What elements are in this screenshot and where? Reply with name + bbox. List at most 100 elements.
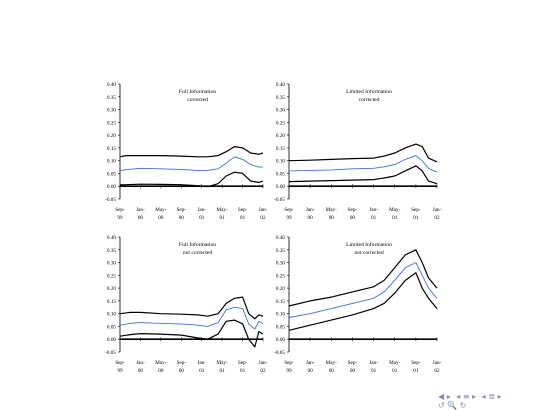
y-tick-label: 0.25	[276, 273, 285, 279]
x-tick-label: 99	[117, 215, 123, 221]
chart-title: not corrected	[183, 250, 213, 256]
x-tick-label: 99	[286, 215, 292, 221]
series-upper-line	[119, 146, 264, 158]
x-tick-label: 00	[308, 368, 314, 374]
x-tick-label: Jan-	[369, 207, 378, 213]
x-tick-label: Sep-	[177, 360, 187, 366]
x-tick-label: May-	[155, 207, 167, 213]
chart-panel-2: 0.40 0.35 0.30 0.25 0.20 0.15 0.10 0.05 0.00 -0.0…	[274, 82, 441, 221]
x-tick-label: May-	[389, 360, 401, 366]
y-tick-label: 0.00	[107, 337, 116, 343]
series-upper-line	[288, 249, 438, 307]
chart-panel-1: 0.40 0.35 0.30 0.25 0.20 0.15 0.10 0.05 0.00 -0.0…	[105, 82, 267, 221]
series-center-line	[288, 155, 438, 173]
y-tick-label: 0.15	[107, 299, 116, 305]
y-tick-label: 0.05	[276, 171, 285, 177]
x-tick-label: 00	[179, 215, 185, 221]
x-tick-label: Sep-	[238, 207, 248, 213]
x-tick-label: Jan-	[197, 207, 206, 213]
x-tick-label: Sep-	[284, 207, 294, 213]
x-tick-label: 02	[434, 215, 440, 221]
chart-panel-4: 0.40 0.35 0.30 0.25 0.20 0.15 0.10 0.05 0.00 -0.0…	[274, 235, 441, 374]
y-tick-label: 0.30	[276, 108, 285, 114]
frame-nav-icon[interactable]: ◀ ▸	[438, 392, 451, 401]
section-nav-icon[interactable]: ◂ ≡ ▸	[456, 392, 477, 401]
x-tick-label: Jan-	[197, 360, 206, 366]
x-tick-label: Jan-	[306, 207, 315, 213]
x-tick-label: Sep-	[115, 360, 125, 366]
series-lower-line	[288, 272, 438, 331]
y-tick-label: 0.10	[276, 312, 285, 318]
y-tick-label: -0.05	[105, 350, 116, 356]
subsection-nav-icon[interactable]: ◂ ≣ ▸	[481, 392, 502, 401]
x-tick-label: 02	[434, 368, 440, 374]
y-tick-label: 0.25	[107, 120, 116, 126]
x-tick-label: 99	[286, 368, 292, 374]
y-tick-label: 0.05	[107, 171, 116, 177]
beamer-navigation[interactable]: ◀ ▸ ◂ ≡ ▸ ◂ ≣ ▸ ↺ 🔍 ↻	[438, 392, 538, 410]
x-tick-label: Sep-	[284, 360, 294, 366]
y-tick-label: 0.00	[107, 184, 116, 190]
y-tick-label: -0.05	[274, 197, 285, 203]
x-tick-label: 00	[138, 215, 144, 221]
y-tick-label: 0.30	[276, 261, 285, 267]
x-tick-label: 99	[117, 368, 123, 374]
y-tick-label: 0.15	[276, 299, 285, 305]
y-tick-label: 0.10	[276, 159, 285, 165]
series-center-line	[288, 262, 438, 318]
y-tick-label: 0.00	[276, 184, 285, 190]
x-tick-label: 01	[392, 368, 398, 374]
x-tick-label: Sep-	[348, 360, 358, 366]
series-center-line	[119, 156, 263, 172]
x-tick-label: 01	[371, 368, 377, 374]
series-lower-line	[288, 165, 438, 185]
y-tick-label: 0.40	[276, 82, 285, 88]
y-tick-label: 0.35	[107, 95, 116, 101]
y-tick-label: 0.15	[107, 146, 116, 152]
x-tick-label: 00	[138, 368, 144, 374]
x-tick-label: 01	[371, 215, 377, 221]
y-tick-label: 0.40	[107, 235, 116, 241]
x-tick-label: 01	[240, 215, 246, 221]
chart-title: Limited Information	[346, 88, 392, 95]
y-tick-label: 0.05	[107, 324, 116, 330]
y-tick-label: 0.20	[276, 286, 285, 292]
x-tick-label: Jan-	[306, 360, 315, 366]
y-tick-label: 0.25	[107, 273, 116, 279]
x-tick-label: Jan-	[136, 207, 145, 213]
x-tick-label: 00	[350, 215, 356, 221]
x-tick-label: Sep-	[115, 207, 125, 213]
y-tick-label: 0.10	[107, 159, 116, 165]
y-tick-label: -0.05	[105, 197, 116, 203]
x-tick-label: 02	[260, 368, 266, 374]
y-tick-label: 0.20	[107, 286, 116, 292]
series-upper-line	[288, 143, 438, 163]
x-tick-label: 00	[158, 368, 164, 374]
x-tick-label: 00	[179, 368, 185, 374]
series-lower-line	[119, 171, 264, 188]
series-lower-line	[119, 319, 264, 348]
x-tick-label: Jan-	[433, 360, 442, 366]
y-tick-label: 0.00	[276, 337, 285, 343]
x-tick-label: 01	[220, 368, 226, 374]
chart-title: Full Information	[179, 241, 216, 248]
x-tick-label: Sep-	[348, 207, 358, 213]
series-center-line	[119, 306, 264, 330]
x-tick-label: Sep-	[177, 207, 187, 213]
y-tick-label: 0.05	[276, 324, 285, 330]
x-tick-label: Jan-	[136, 360, 145, 366]
x-tick-label: May-	[389, 207, 401, 213]
x-tick-label: 00	[350, 368, 356, 374]
x-tick-label: 00	[308, 215, 314, 221]
y-tick-label: 0.35	[107, 248, 116, 254]
y-tick-label: 0.40	[276, 235, 285, 241]
y-tick-label: 0.30	[107, 261, 116, 267]
chart-title: not corrected	[354, 250, 384, 256]
x-tick-label: Jan-	[259, 360, 268, 366]
y-tick-label: -0.05	[274, 350, 285, 356]
y-tick-label: 0.40	[107, 82, 116, 88]
y-tick-label: 0.35	[276, 95, 285, 101]
x-tick-label: May-	[155, 360, 167, 366]
search-nav-icon[interactable]: ↺ 🔍 ↻	[438, 401, 467, 410]
